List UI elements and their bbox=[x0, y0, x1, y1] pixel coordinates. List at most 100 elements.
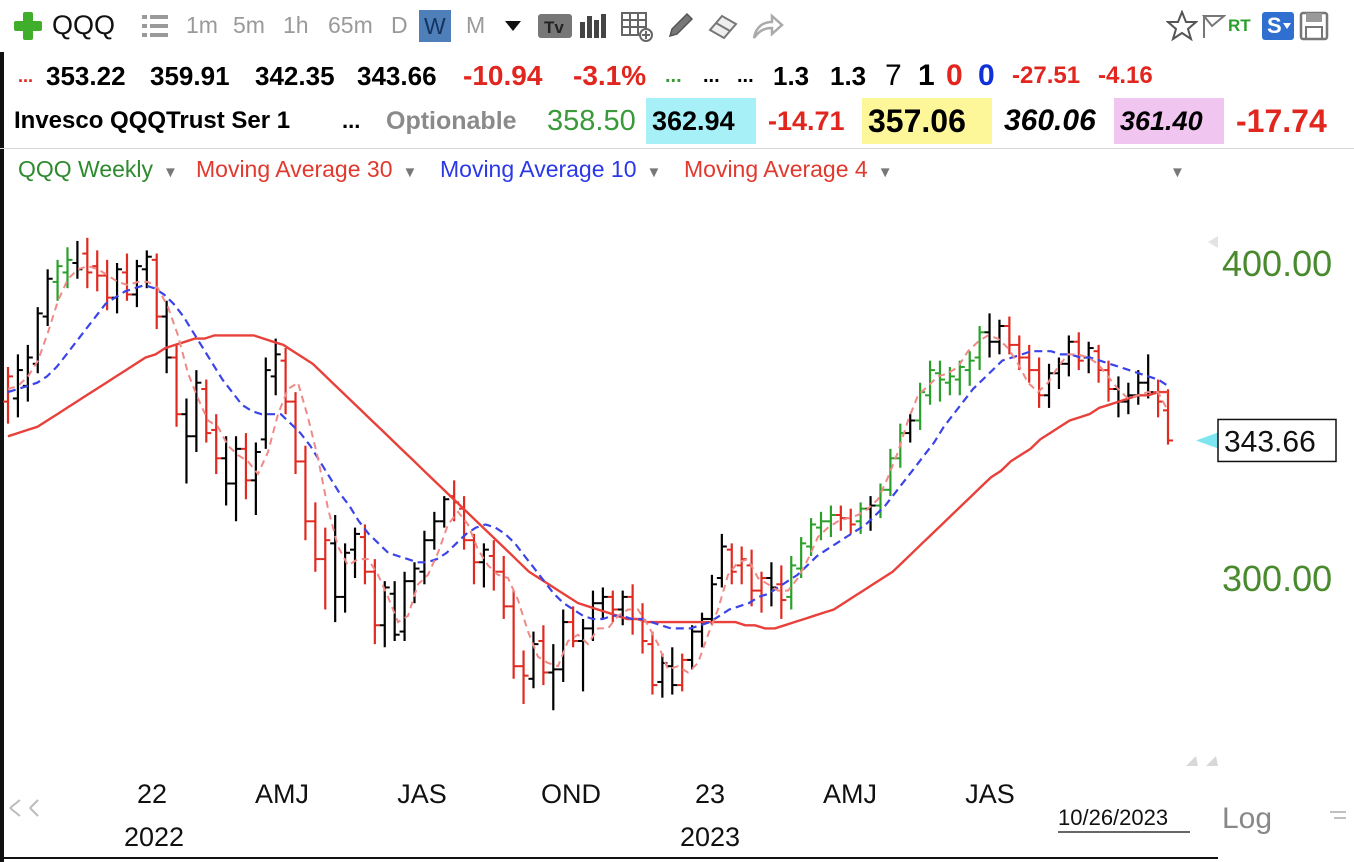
symbol-field[interactable]: QQQ bbox=[52, 10, 116, 40]
price-bar bbox=[112, 263, 123, 314]
price-bar bbox=[815, 511, 826, 541]
price-bar bbox=[766, 562, 777, 607]
price-bar bbox=[508, 590, 519, 679]
eraser-icon[interactable] bbox=[706, 10, 740, 42]
legend-ma4[interactable]: Moving Average 4 ▼ bbox=[684, 152, 893, 186]
log-toggle[interactable]: Log bbox=[1222, 802, 1272, 835]
legend-menu[interactable]: ▼ bbox=[1160, 152, 1185, 186]
quote-open: 353.22 bbox=[46, 61, 126, 91]
quote-dots-green: ... bbox=[665, 65, 682, 87]
quote-change: -10.94 bbox=[463, 60, 543, 91]
security-name: Invesco QQQTrust Ser 1 bbox=[14, 107, 291, 134]
flag-icon[interactable] bbox=[1200, 12, 1226, 40]
x-year-label: 2022 bbox=[124, 822, 184, 852]
resize-icon-2[interactable] bbox=[1206, 756, 1218, 766]
scroll-up-icon[interactable] bbox=[1208, 236, 1218, 248]
pencil-icon[interactable] bbox=[664, 10, 696, 42]
quote-v2: 362.94 bbox=[646, 98, 756, 144]
price-bar bbox=[221, 436, 232, 506]
table-icon[interactable] bbox=[620, 10, 654, 42]
price-bar bbox=[825, 505, 836, 538]
price-bar bbox=[558, 609, 569, 682]
interval-m[interactable]: M bbox=[466, 12, 486, 38]
add-symbol-icon[interactable] bbox=[12, 10, 44, 42]
collapse-icon[interactable] bbox=[9, 799, 39, 817]
interval-w[interactable]: W bbox=[419, 10, 451, 42]
star-icon[interactable] bbox=[1166, 10, 1198, 42]
quote-v3: -14.71 bbox=[768, 106, 845, 136]
ticker-text-icon[interactable]: Tv bbox=[537, 12, 573, 40]
chevron-down-icon: ▼ bbox=[163, 164, 178, 181]
price-bar bbox=[62, 247, 73, 289]
s-icon[interactable]: S bbox=[1262, 12, 1294, 40]
price-bar bbox=[82, 237, 93, 289]
price-bar bbox=[151, 253, 162, 330]
price-bar bbox=[984, 313, 995, 358]
date-label: 10/26/2023 bbox=[1058, 805, 1168, 830]
ma30-line bbox=[7, 334, 1168, 630]
price-bar bbox=[211, 414, 222, 475]
legend-ma30[interactable]: Moving Average 30 ▼ bbox=[196, 152, 417, 186]
price-bar bbox=[964, 351, 975, 386]
dropdown-arrow-icon[interactable] bbox=[502, 16, 524, 36]
legend-ma4-label: Moving Average 4 bbox=[684, 156, 868, 182]
price-bar bbox=[181, 398, 192, 484]
price-bar bbox=[994, 319, 1005, 355]
quote-close: 343.66 bbox=[357, 61, 437, 91]
save-icon[interactable] bbox=[1298, 10, 1330, 42]
list-icon[interactable] bbox=[140, 12, 170, 40]
bar-chart-icon[interactable] bbox=[578, 12, 608, 40]
y-tick-label: 400.00 bbox=[1222, 243, 1332, 284]
legend-qqq-weekly[interactable]: QQQ Weekly ▼ bbox=[18, 152, 178, 186]
price-bar bbox=[3, 366, 13, 424]
legend-ma10[interactable]: Moving Average 10 ▼ bbox=[440, 152, 661, 186]
quote-n2: 1 bbox=[918, 59, 935, 92]
price-bar bbox=[865, 496, 876, 531]
price-bar bbox=[22, 344, 33, 402]
price-bar bbox=[746, 549, 757, 607]
price-bar bbox=[697, 612, 708, 648]
interval-65m[interactable]: 65m bbox=[328, 12, 373, 38]
price-bar bbox=[240, 433, 251, 500]
price-bar bbox=[518, 650, 529, 704]
price-bar bbox=[597, 587, 608, 619]
price-bar bbox=[934, 360, 945, 402]
price-bar bbox=[687, 625, 698, 670]
last-price-pointer bbox=[1196, 432, 1218, 449]
price-bar bbox=[1044, 363, 1055, 408]
quote-row-1: ... 353.22 359.91 342.35 343.66 -10.94 -… bbox=[0, 56, 1354, 96]
price-bar bbox=[568, 606, 579, 648]
quote-high: 359.91 bbox=[150, 61, 230, 91]
price-bar bbox=[1073, 332, 1084, 371]
rt-icon[interactable]: RT bbox=[1228, 16, 1251, 35]
interval-1m[interactable]: 1m bbox=[186, 12, 218, 38]
s-dropdown-icon bbox=[1283, 23, 1291, 29]
price-bar bbox=[231, 436, 242, 522]
price-bar bbox=[300, 445, 311, 541]
price-bar bbox=[954, 360, 965, 396]
price-bar bbox=[498, 555, 509, 619]
price-bar bbox=[488, 540, 499, 591]
interval-d[interactable]: D bbox=[391, 12, 408, 38]
price-bar bbox=[657, 653, 668, 698]
price-bar bbox=[786, 555, 797, 610]
resize-icon[interactable] bbox=[1186, 756, 1198, 766]
share-arrow-icon[interactable] bbox=[750, 10, 784, 42]
quote-v4: 357.06 bbox=[862, 98, 992, 144]
quote-low: 342.35 bbox=[255, 61, 335, 91]
price-bar bbox=[1163, 389, 1173, 445]
x-tick-label: 22 bbox=[137, 779, 167, 809]
interval-5m[interactable]: 5m bbox=[233, 12, 265, 38]
price-bar bbox=[399, 571, 410, 641]
price-bar bbox=[756, 571, 767, 613]
price-bar bbox=[468, 533, 479, 585]
price-bar bbox=[201, 379, 212, 443]
price-bar bbox=[270, 338, 281, 396]
price-bar bbox=[191, 370, 202, 452]
quote-dots-a: ... bbox=[703, 65, 720, 87]
legend-qqq-weekly-label: QQQ Weekly bbox=[18, 156, 154, 182]
x-tick-label: JAS bbox=[965, 779, 1015, 809]
optionable-label: Optionable bbox=[386, 107, 517, 135]
interval-1h[interactable]: 1h bbox=[283, 12, 309, 38]
